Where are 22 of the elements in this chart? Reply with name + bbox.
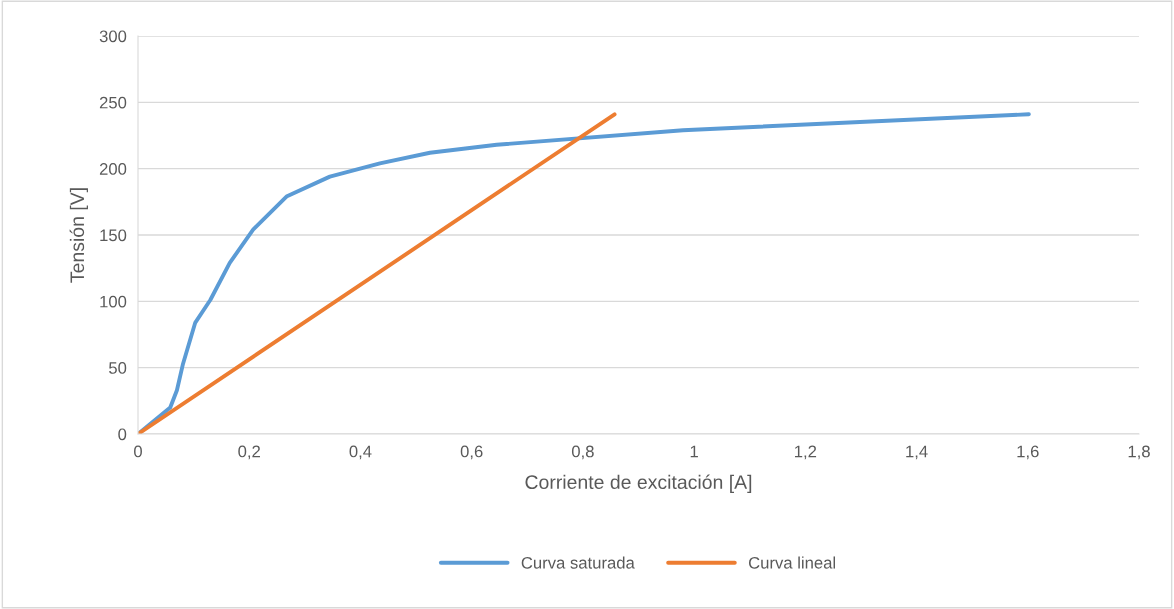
y-tick-label: 100: [100, 295, 127, 308]
y-tick-label: 0: [118, 428, 127, 441]
x-tick-label: 1,2: [795, 445, 817, 460]
line-series: [138, 112, 1031, 434]
x-tick-label: 0,6: [460, 445, 483, 460]
x-tick-label: 0,2: [238, 445, 260, 460]
x-tick-label: 0: [134, 445, 142, 458]
y-tick-label: 300: [99, 30, 127, 43]
y-tick-label: 150: [100, 229, 127, 242]
y-axis-title: Tensión [V]: [69, 188, 88, 283]
x-tick-label: 1,8: [1128, 445, 1150, 460]
legend-label: Curva saturada: [521, 556, 635, 569]
x-tick-label: 1,4: [906, 445, 928, 460]
x-tick-label: 1: [690, 445, 698, 458]
x-tick-label: 1,6: [1017, 445, 1039, 460]
x-tick-label: 0,4: [349, 445, 372, 460]
x-axis-title: Corriente de excitación [A]: [525, 474, 752, 493]
y-tick-label: 250: [99, 96, 127, 109]
x-tick-label: 0,8: [571, 445, 594, 460]
y-tick-label: 50: [109, 362, 127, 374]
legend-label: Curva lineal: [748, 556, 836, 569]
y-tick-label: 200: [99, 163, 127, 175]
